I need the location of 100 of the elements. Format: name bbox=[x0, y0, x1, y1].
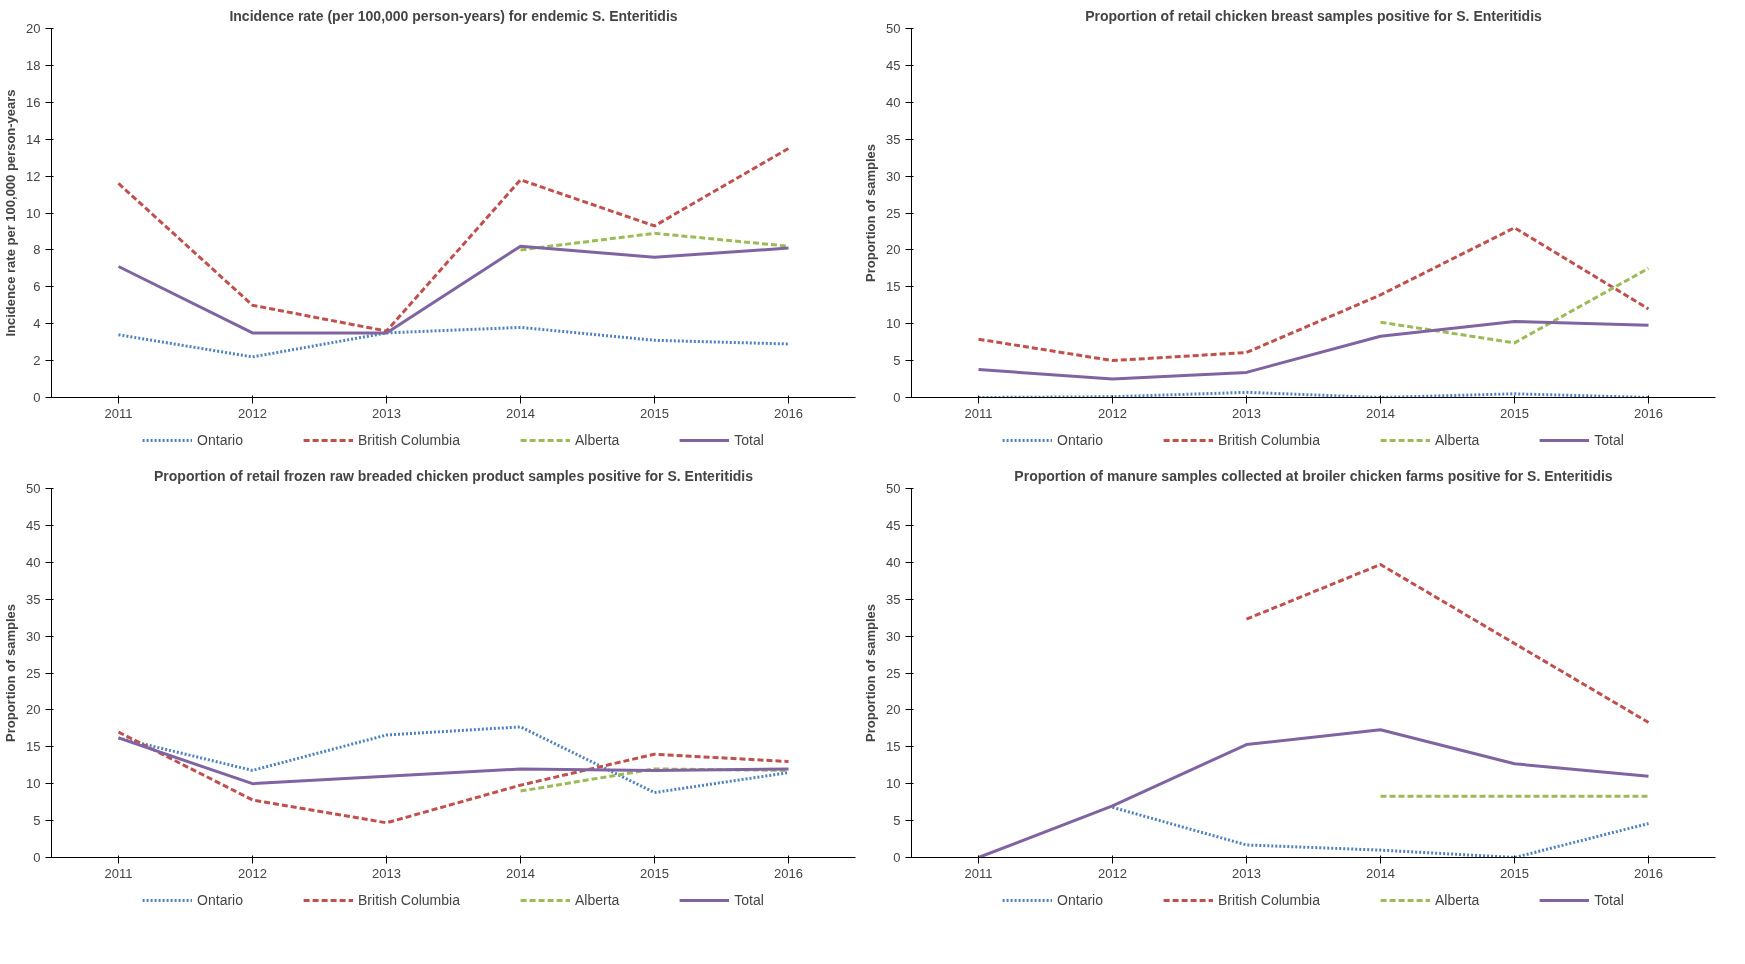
y-tick-label: 15 bbox=[26, 739, 41, 755]
legend-label: Total bbox=[1594, 892, 1624, 908]
x-tick-label: 2011 bbox=[964, 865, 993, 881]
chart-title: Proportion of retail frozen raw breaded chicken product samples positive for S. Enteritidis bbox=[154, 467, 754, 484]
legend-label: Alberta bbox=[574, 432, 620, 448]
x-tick-label: 2011 bbox=[104, 405, 133, 421]
x-tick-label: 2014 bbox=[506, 405, 535, 421]
y-tick-label: 10 bbox=[26, 205, 41, 221]
y-tick-label: 18 bbox=[26, 57, 41, 73]
y-tick-label: 50 bbox=[26, 481, 41, 496]
chart-title: Incidence rate (per 100,000 person-years) for endemic S. Enteritidis bbox=[229, 7, 678, 24]
line-series bbox=[117, 244, 790, 335]
line-series bbox=[1245, 563, 1650, 724]
x-tick-label: 2012 bbox=[238, 865, 267, 881]
y-tick-label: 5 bbox=[893, 353, 901, 369]
legend-label: Ontario bbox=[1057, 432, 1104, 448]
legend-label: Total bbox=[734, 892, 764, 908]
y-tick-label: 40 bbox=[26, 554, 41, 570]
line-series bbox=[117, 730, 790, 825]
y-tick-label: 20 bbox=[26, 702, 41, 718]
legend-label: Alberta bbox=[1434, 432, 1480, 448]
y-tick-label: 12 bbox=[26, 168, 41, 184]
line-series bbox=[977, 319, 1650, 381]
y-tick-label: 15 bbox=[886, 279, 901, 295]
x-tick-label: 2016 bbox=[1634, 405, 1663, 421]
y-axis-title: Proportion of samples bbox=[863, 604, 879, 742]
x-tick-label: 2013 bbox=[1232, 405, 1261, 421]
x-tick-label: 2016 bbox=[774, 865, 803, 881]
x-tick-label: 2016 bbox=[1634, 865, 1663, 881]
x-tick-label: 2014 bbox=[1366, 405, 1395, 421]
x-tick-label: 2011 bbox=[104, 865, 133, 881]
y-tick-label: 20 bbox=[26, 21, 41, 36]
y-tick-label: 0 bbox=[893, 390, 901, 405]
y-tick-label: 10 bbox=[26, 776, 41, 792]
y-tick-label: 10 bbox=[886, 776, 901, 792]
x-tick-label: 2014 bbox=[506, 865, 535, 881]
y-tick-label: 10 bbox=[886, 316, 901, 332]
legend-label: Alberta bbox=[1434, 892, 1480, 908]
y-tick-label: 6 bbox=[33, 279, 41, 295]
legend-label: Ontario bbox=[197, 892, 244, 908]
y-tick-label: 5 bbox=[33, 813, 41, 829]
x-tick-label: 2015 bbox=[1500, 405, 1529, 421]
legend-label: British Columbia bbox=[358, 432, 460, 448]
legend-label: Ontario bbox=[197, 432, 244, 448]
y-tick-label: 35 bbox=[886, 591, 901, 607]
x-tick-label: 2015 bbox=[1500, 865, 1529, 881]
y-tick-label: 30 bbox=[886, 628, 901, 644]
x-tick-label: 2012 bbox=[1098, 405, 1127, 421]
y-axis-title: Proportion of samples bbox=[863, 144, 879, 282]
line-series bbox=[117, 325, 790, 359]
legend-label: Alberta bbox=[574, 892, 620, 908]
y-tick-label: 20 bbox=[886, 702, 901, 718]
line-series bbox=[1111, 805, 1650, 858]
x-tick-label: 2011 bbox=[964, 405, 993, 421]
x-tick-label: 2013 bbox=[1232, 865, 1261, 881]
legend-label: British Columbia bbox=[1218, 432, 1320, 448]
chart-title: Proportion of manure samples collected at broiler chicken farms positive for S. Enteritidis bbox=[1014, 467, 1613, 484]
y-tick-label: 4 bbox=[33, 316, 41, 332]
y-tick-label: 0 bbox=[33, 390, 41, 405]
y-tick-label: 45 bbox=[886, 57, 901, 73]
x-tick-label: 2012 bbox=[1098, 865, 1127, 881]
y-tick-label: 25 bbox=[886, 205, 901, 221]
y-tick-label: 40 bbox=[886, 94, 901, 110]
legend-label: Ontario bbox=[1057, 892, 1104, 908]
y-tick-label: 25 bbox=[886, 665, 901, 681]
x-tick-label: 2013 bbox=[372, 405, 401, 421]
y-tick-label: 20 bbox=[886, 242, 901, 258]
y-tick-label: 30 bbox=[886, 168, 901, 184]
y-tick-label: 14 bbox=[26, 131, 41, 147]
line-series bbox=[977, 728, 1650, 858]
legend-label: British Columbia bbox=[1218, 892, 1320, 908]
y-tick-label: 45 bbox=[26, 517, 41, 533]
y-tick-label: 5 bbox=[893, 813, 901, 829]
y-tick-label: 0 bbox=[33, 850, 41, 865]
legend-label: Total bbox=[734, 432, 764, 448]
line-series bbox=[977, 226, 1650, 363]
x-tick-label: 2015 bbox=[640, 405, 669, 421]
y-tick-label: 2 bbox=[33, 353, 41, 369]
x-tick-label: 2014 bbox=[1366, 865, 1395, 881]
line-series bbox=[117, 736, 790, 786]
x-tick-label: 2015 bbox=[640, 865, 669, 881]
y-tick-label: 35 bbox=[886, 131, 901, 147]
y-tick-label: 16 bbox=[26, 94, 41, 110]
x-tick-label: 2012 bbox=[238, 405, 267, 421]
y-axis-title: Proportion of samples bbox=[3, 604, 19, 742]
y-tick-label: 15 bbox=[886, 739, 901, 755]
y-tick-label: 50 bbox=[886, 21, 901, 36]
y-tick-label: 50 bbox=[886, 481, 901, 496]
line-series bbox=[117, 146, 790, 333]
y-tick-label: 25 bbox=[26, 665, 41, 681]
y-tick-label: 45 bbox=[886, 517, 901, 533]
y-tick-label: 30 bbox=[26, 628, 41, 644]
chart-title: Proportion of retail chicken breast samples positive for S. Enteritidis bbox=[1085, 7, 1543, 24]
legend-label: British Columbia bbox=[358, 892, 460, 908]
y-tick-label: 35 bbox=[26, 591, 41, 607]
x-tick-label: 2013 bbox=[372, 865, 401, 881]
y-tick-label: 0 bbox=[893, 850, 901, 865]
x-tick-label: 2016 bbox=[774, 405, 803, 421]
y-tick-label: 40 bbox=[886, 554, 901, 570]
legend-label: Total bbox=[1594, 432, 1624, 448]
